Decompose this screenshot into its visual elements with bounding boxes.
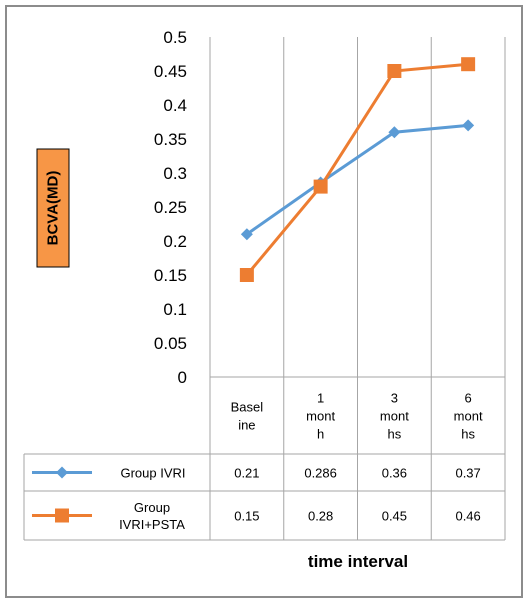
data-point-diamond	[462, 119, 475, 132]
x-category-label: 6	[465, 391, 472, 406]
y-axis-title: BCVA(MD)	[45, 171, 62, 246]
legend-series-name: Group	[134, 500, 170, 515]
table-value-cell: 0.28	[308, 509, 333, 524]
y-tick-label: 0.35	[154, 130, 187, 149]
x-category-label: Basel	[231, 400, 264, 415]
series-line	[245, 62, 469, 276]
y-tick-label: 0.45	[154, 62, 187, 81]
x-category-label: mont	[380, 409, 409, 424]
legend-marker-square	[55, 508, 69, 523]
data-point-square	[387, 64, 402, 78]
x-category-label: 1	[317, 391, 324, 406]
x-category-label: hs	[461, 427, 475, 442]
series-line	[246, 123, 469, 236]
table-value-cell: 0.15	[234, 509, 259, 524]
table-value-cell: 0.286	[304, 466, 337, 481]
y-tick-label: 0.05	[154, 334, 187, 353]
data-point-diamond	[240, 228, 253, 241]
chart-frame	[5, 5, 523, 598]
table-value-cell: 0.37	[455, 466, 480, 481]
table-value-cell: 0.36	[382, 466, 407, 481]
data-point-square	[313, 179, 328, 194]
legend-marker-diamond	[56, 466, 68, 479]
y-tick-label: 0.1	[163, 300, 187, 319]
y-tick-label: 0.25	[154, 198, 187, 217]
table-value-cell: 0.45	[382, 509, 407, 524]
y-tick-label: 0.2	[163, 232, 187, 251]
y-tick-label: 0.4	[163, 96, 187, 115]
x-category-label: 3	[391, 391, 398, 406]
data-point-square	[239, 268, 254, 282]
legend-series-name: IVRI+PSTA	[119, 517, 185, 532]
y-tick-label: 0.15	[154, 266, 187, 285]
data-point-diamond	[388, 126, 401, 139]
y-tick-label: 0.3	[163, 164, 187, 183]
legend-series-name: Group IVRI	[120, 466, 185, 481]
x-category-label: hs	[388, 427, 402, 442]
table-value-cell: 0.21	[234, 466, 259, 481]
x-category-label: h	[317, 427, 324, 442]
y-axis-title-box	[36, 148, 70, 268]
x-category-label: mont	[306, 409, 335, 424]
y-tick-label: 0.5	[163, 28, 187, 47]
y-tick-label: 0	[178, 368, 187, 387]
table-value-cell: 0.46	[455, 509, 480, 524]
x-category-label: mont	[454, 409, 483, 424]
x-category-label: ine	[238, 418, 255, 433]
data-point-square	[461, 57, 476, 72]
x-axis-title: time interval	[308, 552, 408, 571]
